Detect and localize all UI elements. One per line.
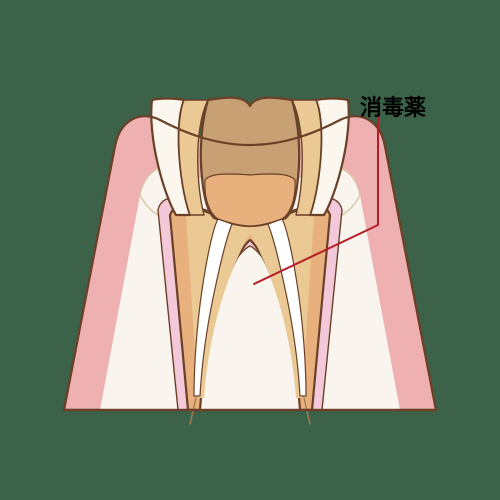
callout-label: 消毒薬 [360,90,426,122]
tooth-cross-section-diagram [0,0,500,500]
